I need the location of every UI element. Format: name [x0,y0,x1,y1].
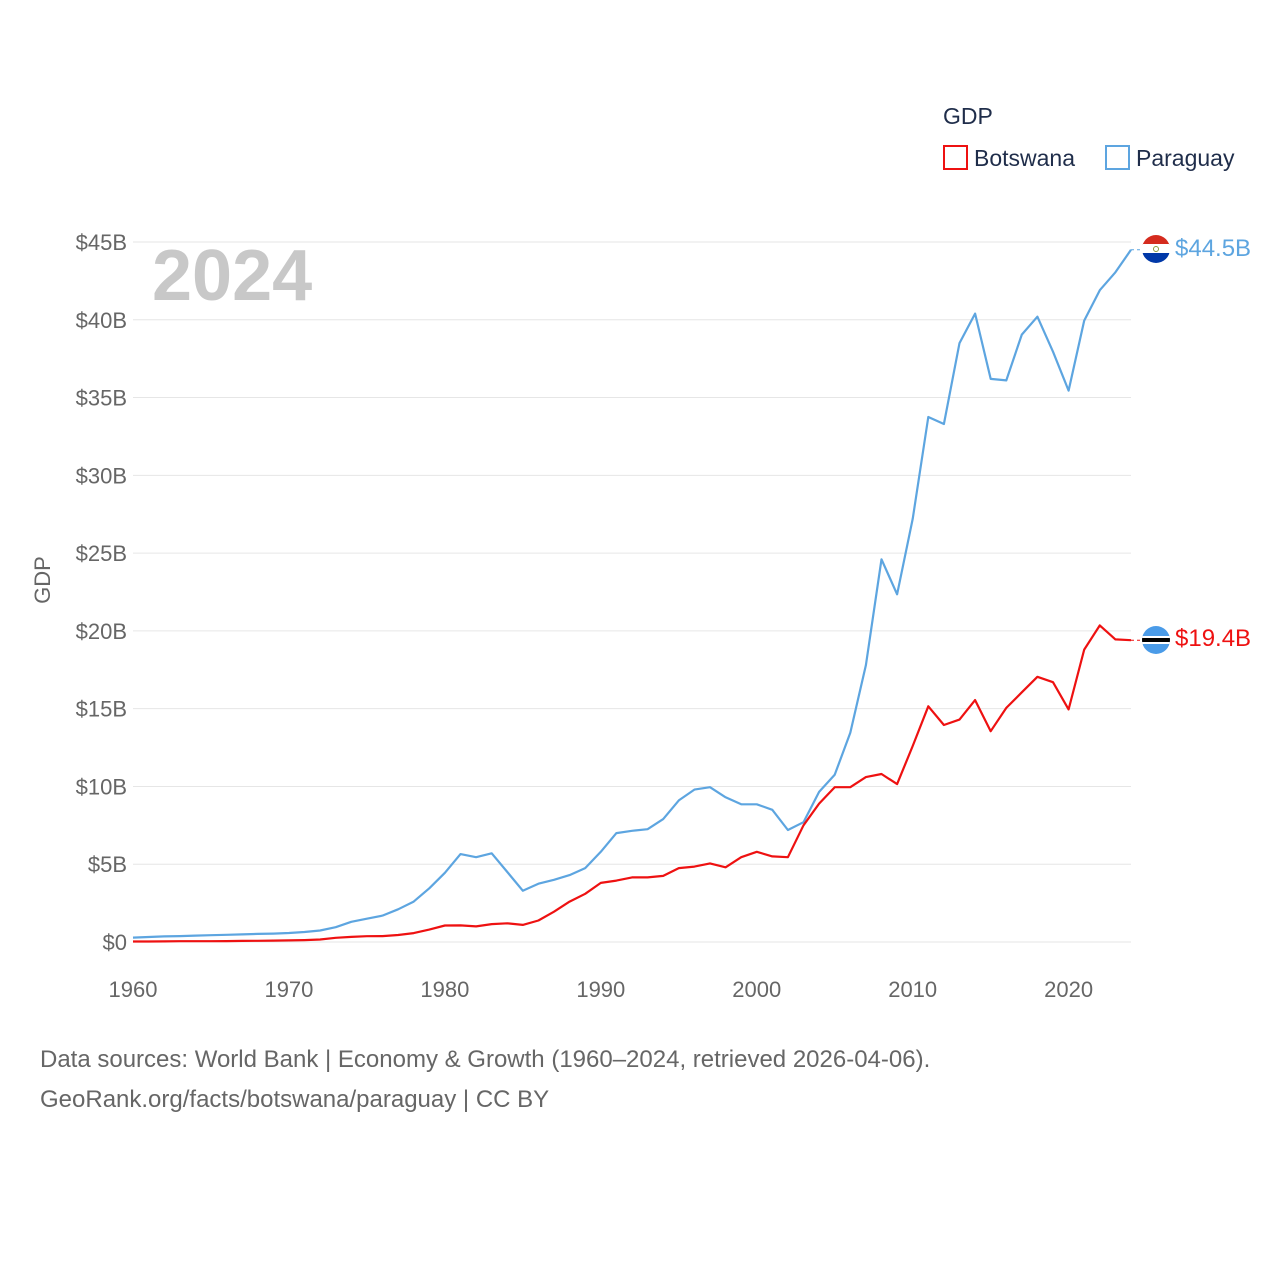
x-tick-label: 2010 [888,977,937,1002]
x-tick-label: 2020 [1044,977,1093,1002]
x-tick-label: 1990 [576,977,625,1002]
y-tick-label: $0 [103,930,127,955]
legend-swatch-paraguay [1105,145,1130,170]
y-tick-label: $25B [76,541,127,566]
y-tick-label: $5B [88,852,127,877]
footer-attribution[interactable]: GeoRank.org/facts/botswana/paraguay | CC… [40,1086,550,1113]
series-lines [132,249,1142,943]
y-tick-label: $15B [76,697,127,722]
gridlines [133,241,1131,943]
series-line-botswana[interactable] [133,624,1132,943]
y-tick-label: $45B [76,230,127,255]
legend: GDP Botswana Paraguay [943,103,1235,171]
y-tick-label: $10B [76,774,127,799]
end-label-paraguay: $44.5B [1175,235,1251,262]
x-tick-label: 1960 [109,977,158,1002]
end-label-botswana-group: $19.4B [1142,625,1251,654]
footer-sources: Data sources: World Bank | Economy & Gro… [40,1046,931,1073]
y-tick-label: $35B [76,386,127,411]
y-axis-title: GDP [30,556,55,604]
legend-swatch-botswana [943,145,968,170]
x-axis-ticks: 1960 1970 1980 1990 2000 2010 2020 [109,977,1094,1002]
y-axis-ticks: $0 $5B $10B $15B $20B $25B $30B $35B $40B $45B [76,230,127,955]
legend-label-paraguay: Paraguay [1136,145,1235,171]
botswana-flag-icon [1142,626,1170,654]
y-tick-label: $40B [76,308,127,333]
end-label-paraguay-group: $44.5B [1142,235,1251,263]
legend-item-paraguay[interactable]: Paraguay [1105,145,1235,171]
legend-title: GDP [943,103,993,129]
y-tick-label: $20B [76,619,127,644]
x-tick-label: 2000 [732,977,781,1002]
year-label: 2024 [152,236,312,316]
series-line-paraguay[interactable] [132,249,1132,939]
end-label-botswana: $19.4B [1175,625,1251,652]
footer: Data sources: World Bank | Economy & Gro… [40,1040,930,1120]
y-tick-label: $30B [76,463,127,488]
paraguay-flag-icon [1142,235,1170,263]
legend-item-botswana[interactable]: Botswana [943,145,1075,171]
x-tick-label: 1980 [420,977,469,1002]
x-tick-label: 1970 [264,977,313,1002]
legend-label-botswana: Botswana [974,145,1075,171]
